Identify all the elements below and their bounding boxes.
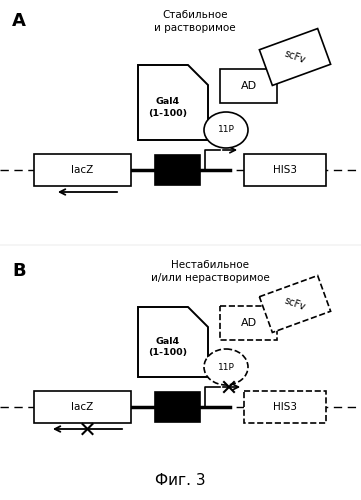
FancyBboxPatch shape [155, 392, 200, 422]
Text: Gal4
(1-100): Gal4 (1-100) [148, 98, 188, 117]
FancyBboxPatch shape [220, 306, 277, 340]
FancyBboxPatch shape [155, 155, 200, 185]
Text: scFv: scFv [283, 48, 307, 66]
Text: AD: AD [240, 318, 257, 328]
Text: Фиг. 3: Фиг. 3 [155, 473, 205, 488]
Polygon shape [259, 276, 331, 332]
Text: Gal4
(1-100): Gal4 (1-100) [148, 337, 188, 357]
Text: A: A [12, 12, 26, 30]
FancyBboxPatch shape [34, 391, 131, 423]
Text: lacZ: lacZ [71, 165, 93, 175]
Ellipse shape [204, 112, 248, 148]
Ellipse shape [204, 349, 248, 385]
FancyBboxPatch shape [244, 154, 326, 186]
Text: 11P: 11P [218, 126, 234, 134]
Text: HIS3: HIS3 [273, 165, 297, 175]
Polygon shape [259, 28, 331, 86]
Text: Нестабильное
и/или нерастворимое: Нестабильное и/или нерастворимое [151, 260, 269, 283]
Text: Стабильное
и растворимое: Стабильное и растворимое [154, 10, 236, 33]
FancyBboxPatch shape [220, 69, 277, 103]
Polygon shape [138, 307, 208, 377]
Text: AD: AD [240, 81, 257, 91]
Text: 11P: 11P [218, 362, 234, 372]
FancyBboxPatch shape [244, 391, 326, 423]
Text: B: B [12, 262, 26, 280]
Text: lacZ: lacZ [71, 402, 93, 412]
FancyBboxPatch shape [34, 154, 131, 186]
Polygon shape [138, 65, 208, 140]
Text: scFv: scFv [283, 296, 307, 312]
Text: HIS3: HIS3 [273, 402, 297, 412]
